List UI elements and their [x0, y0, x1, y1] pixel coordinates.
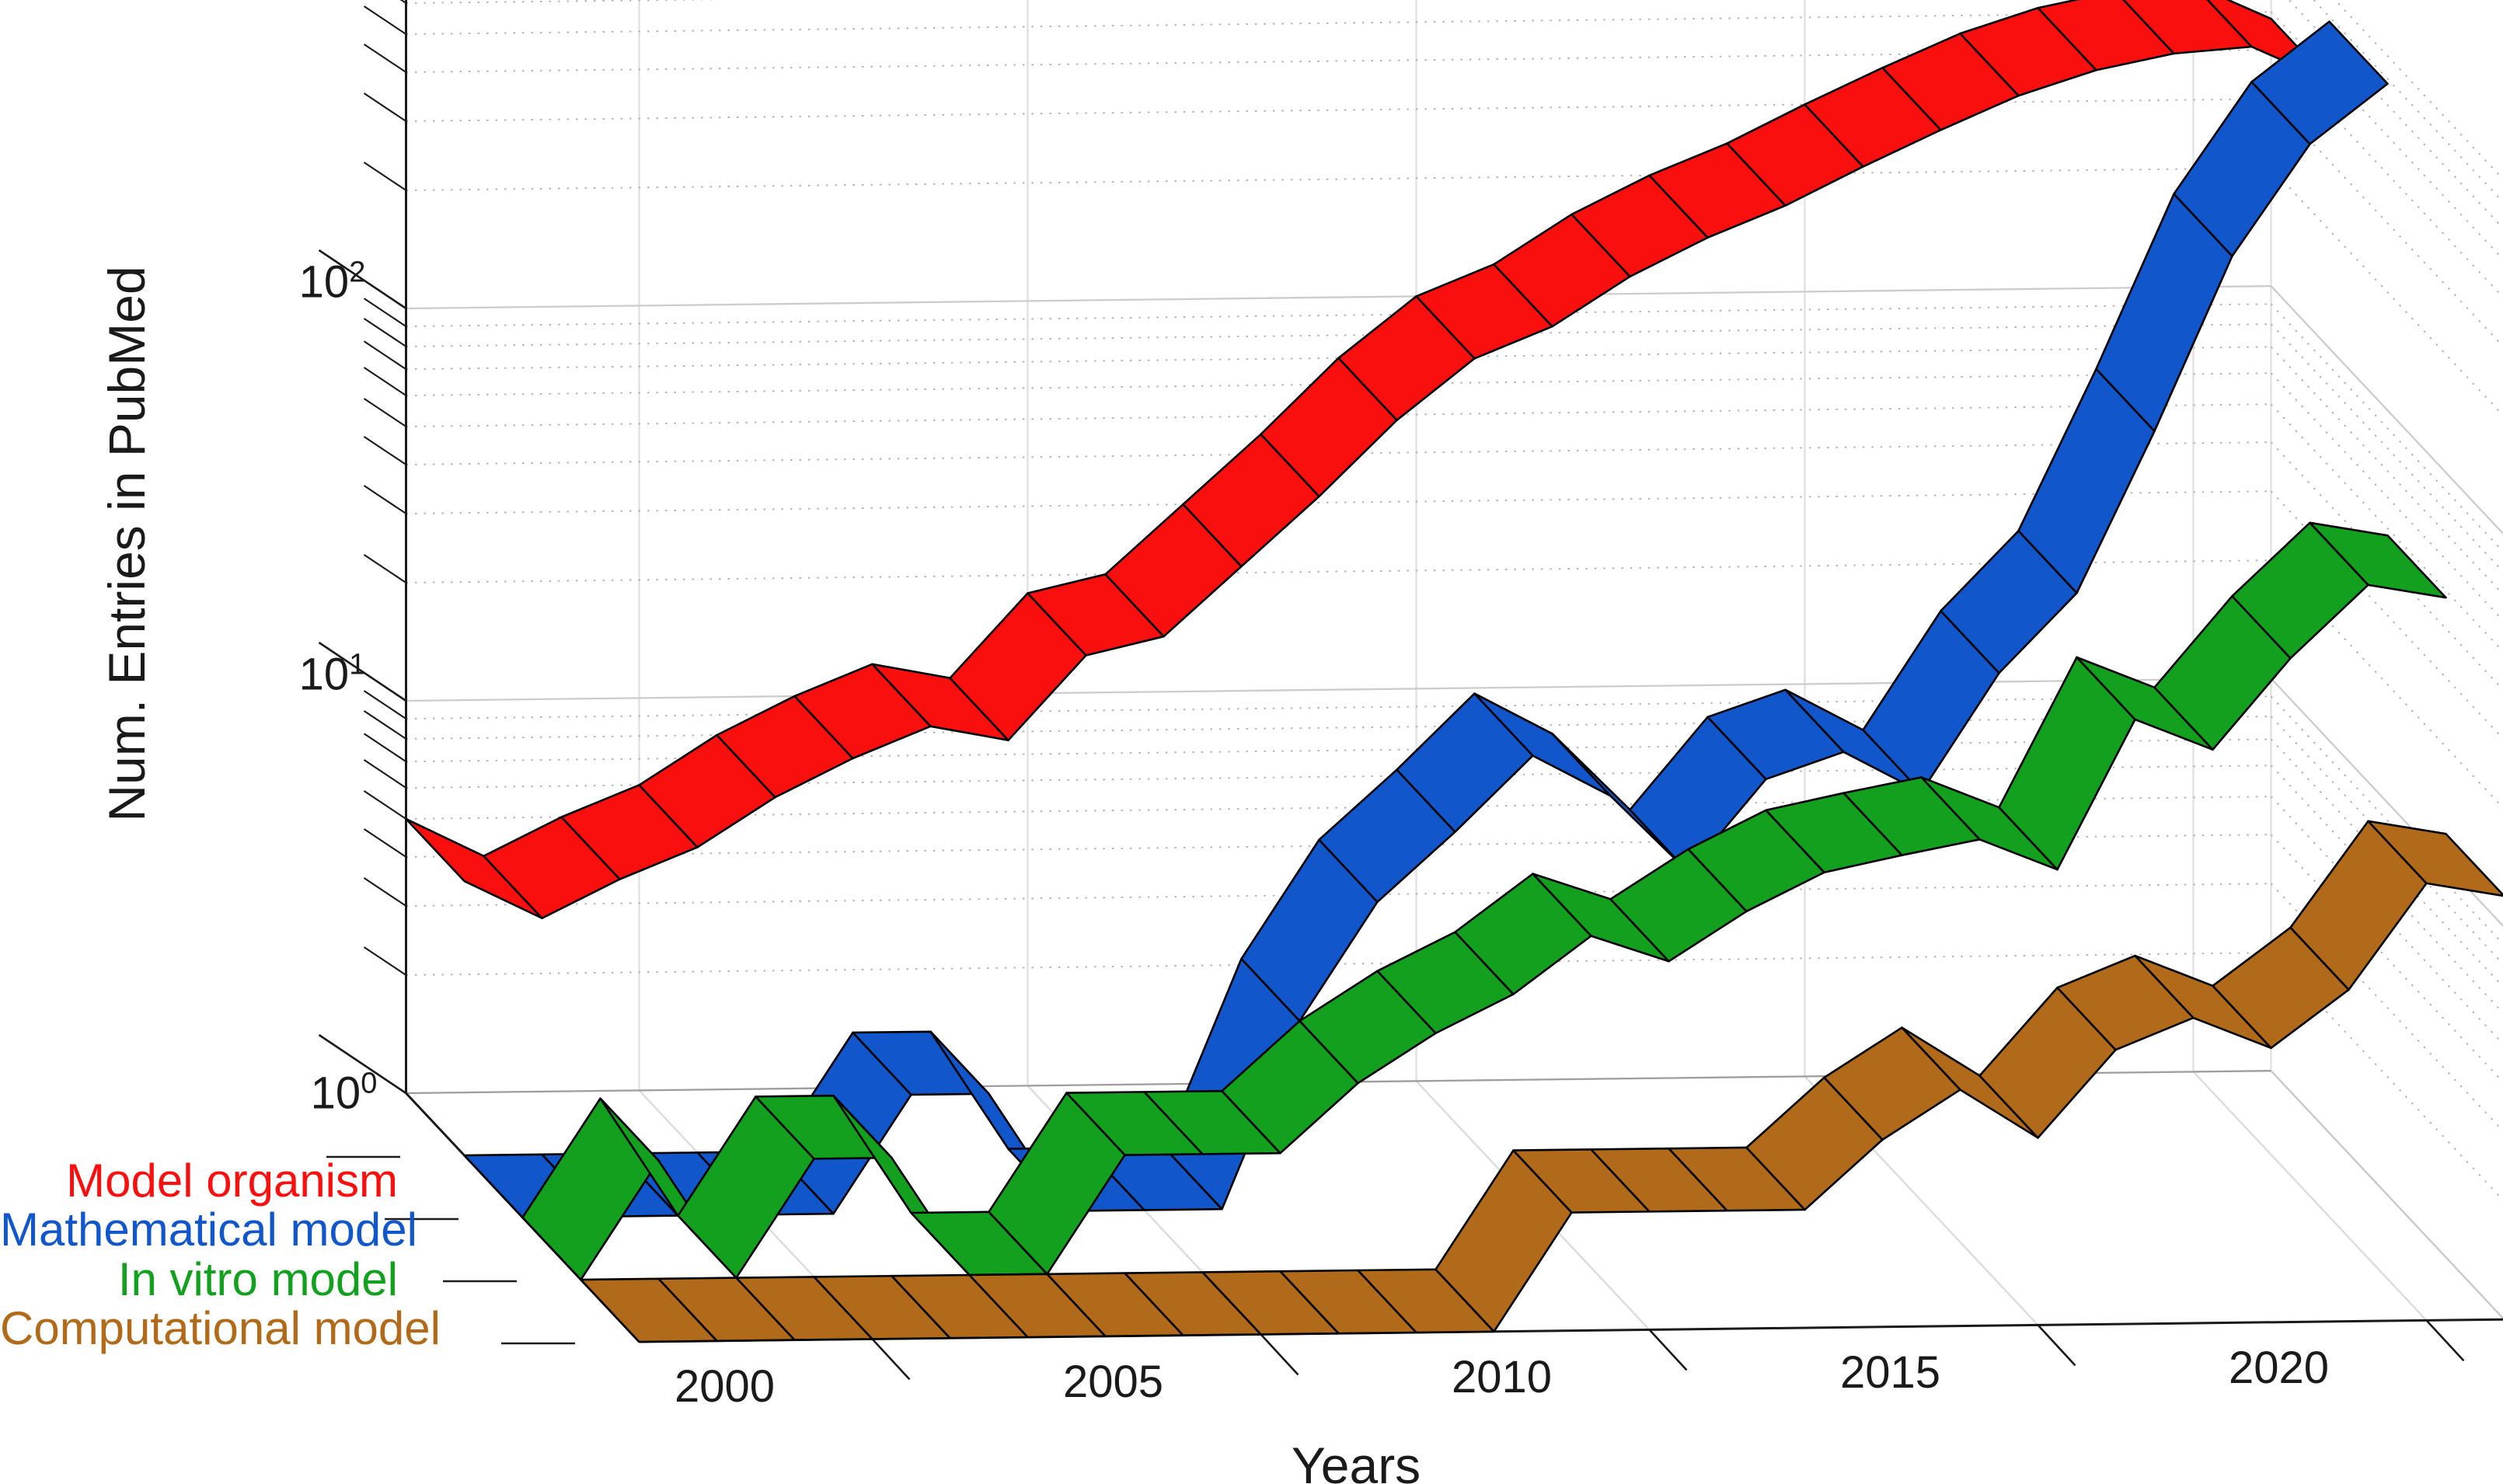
y-minor-tick: [363, 828, 407, 858]
minor-gridline: [406, 716, 2271, 740]
y-major-tick: [318, 249, 407, 310]
y-minor-tick: [363, 733, 407, 763]
y-minor-tick: [363, 318, 407, 347]
x-tick-label: 2000: [674, 1361, 776, 1413]
y-minor-tick: [363, 554, 407, 583]
y-minor-tick: [363, 759, 407, 789]
y-tick-label: 100: [310, 1067, 378, 1119]
rightwall-minor-gridline: [2270, 559, 2503, 809]
rightwall-minor-gridline: [2270, 372, 2503, 622]
legend-item-mathematical-model: Mathematical model: [0, 1204, 417, 1256]
y-major-tick: [318, 1033, 407, 1095]
y-minor-tick: [363, 877, 407, 907]
rightwall-minor-gridline: [2270, 167, 2503, 416]
y-minor-tick: [363, 5, 407, 35]
x-tick: [1648, 1329, 1688, 1371]
y-minor-tick: [363, 298, 407, 327]
rightwall-minor-gridline: [2334, 0, 2503, 180]
rightwall-major-gridline: [2270, 285, 2503, 535]
ribbon-mathematical-model: [463, 20, 2389, 1219]
rightwall-minor-gridline: [2270, 323, 2503, 573]
x-tick: [2037, 1324, 2076, 1367]
y-minor-tick: [363, 485, 407, 514]
y-minor-tick: [363, 44, 407, 73]
major-gridline: [406, 285, 2271, 310]
x-tick-label: 2015: [1839, 1347, 1941, 1399]
y-minor-tick: [399, 0, 407, 4]
rightwall-minor-gridline: [2270, 11, 2503, 261]
legend-item-in-vitro-model: In vitro model: [117, 1253, 398, 1305]
rightwall-minor-gridline: [2270, 49, 2503, 298]
y-minor-tick: [363, 162, 407, 191]
y-minor-tick: [363, 710, 407, 740]
y-tick-label: 101: [298, 648, 366, 700]
rightwall-minor-gridline: [2270, 346, 2503, 596]
ribbon-segment: [521, 1097, 660, 1281]
x-tick-label: 2020: [2228, 1343, 2330, 1394]
rightwall-minor-gridline: [2313, 0, 2503, 204]
ribbon-computational-model: [580, 820, 2503, 1343]
rightwall-minor-gridline: [2270, 403, 2503, 653]
rightwall-minor-gridline: [2270, 303, 2503, 553]
minor-gridline: [406, 695, 2271, 720]
ribbon-segment: [2250, 20, 2389, 145]
rightwall-minor-gridline: [2270, 490, 2503, 740]
y-major-tick: [318, 641, 407, 702]
y-minor-tick: [363, 92, 407, 122]
y-minor-tick: [363, 436, 407, 465]
ribbon-segment: [2367, 820, 2503, 897]
y-minor-tick: [363, 340, 407, 371]
y-minor-tick: [363, 367, 407, 396]
x-tick: [871, 1338, 911, 1381]
x-tick: [2425, 1319, 2465, 1362]
x-tick-label: 2010: [1451, 1352, 1553, 1403]
minor-gridline: [406, 323, 2271, 347]
minor-gridline: [406, 303, 2271, 328]
legend-item-computational-model: Computational model: [0, 1302, 441, 1354]
floor-gridline: [2192, 1071, 2428, 1322]
floor-right-edge: [2270, 1070, 2503, 1320]
ribbon-segment: [2309, 521, 2447, 599]
x-axis-title: Years: [1291, 1437, 1421, 1484]
rightwall-minor-gridline: [2270, 952, 2503, 1201]
legend-item-model-organism: Model organism: [66, 1155, 398, 1207]
ribbon-series-group: [405, 0, 2503, 1343]
rightwall-minor-gridline: [2288, 0, 2503, 230]
y-minor-tick: [363, 690, 407, 719]
rightwall-minor-gridline: [2270, 883, 2503, 1133]
y-minor-tick: [363, 790, 407, 820]
rightwall-minor-gridline: [2270, 98, 2503, 348]
x-tick: [1260, 1333, 1299, 1376]
rightwall-minor-gridline: [2270, 695, 2503, 946]
ribbon-model-organism: [405, 0, 2330, 920]
rightwall-minor-gridline: [2270, 834, 2503, 1083]
y-axis-title: Num. Entries in PubMed: [98, 266, 155, 822]
minor-gridline: [406, 0, 729, 4]
y-tick-label: 102: [298, 256, 366, 308]
y-minor-tick: [363, 946, 407, 976]
minor-gridline: [406, 167, 2271, 191]
y-minor-tick: [363, 398, 407, 427]
ribbon-in-vitro-model: [521, 521, 2447, 1281]
x-tick-label: 2005: [1062, 1357, 1164, 1408]
minor-gridline: [406, 490, 2271, 515]
